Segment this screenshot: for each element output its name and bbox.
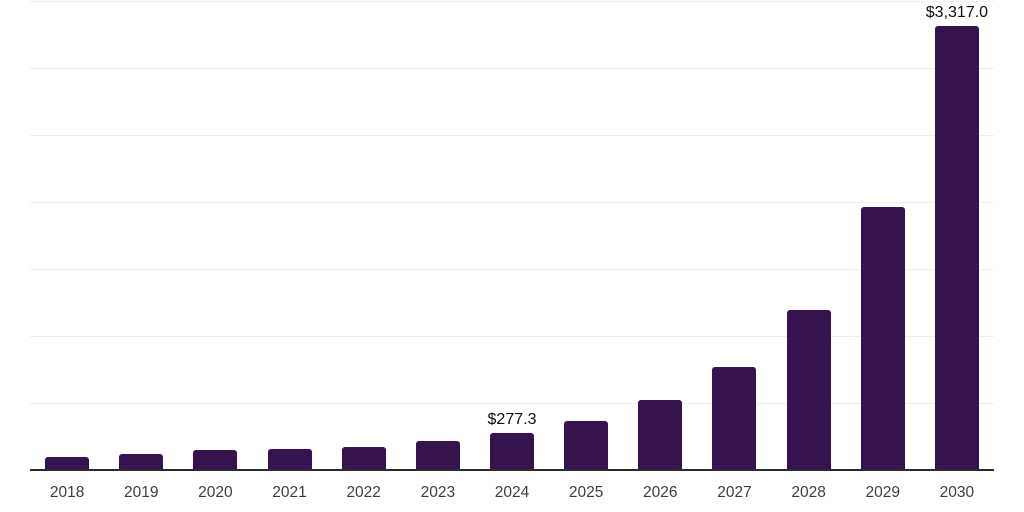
bar-2027 (712, 367, 757, 470)
bar-2028 (786, 310, 831, 470)
bar-2021 (267, 449, 312, 470)
x-tick-2025: 2025 (568, 484, 604, 501)
x-axis-line (30, 469, 994, 471)
gridline-1500 (30, 269, 994, 271)
gridline-1000 (30, 336, 994, 338)
gridline-2500 (30, 135, 994, 137)
x-tick-2019: 2019 (123, 484, 159, 501)
gridline-3500 (30, 1, 994, 3)
data-label-2024: $277.3 (487, 410, 537, 428)
bar-2030 (934, 25, 979, 470)
x-tick-2028: 2028 (791, 484, 826, 501)
bar-2023 (415, 441, 460, 470)
x-tick-2018: 2018 (49, 484, 85, 501)
bar-2024 (490, 432, 534, 470)
x-tick-2026: 2026 (643, 484, 678, 501)
bar-2022 (341, 446, 386, 470)
gridline-500 (30, 403, 994, 405)
x-tick-2027: 2027 (717, 484, 752, 501)
x-tick-2030: 2030 (939, 484, 975, 501)
x-tick-2022: 2022 (346, 484, 381, 501)
data-label-2030: $3,317.0 (925, 3, 989, 21)
x-tick-2024: 2024 (494, 484, 530, 501)
bar-2029 (860, 207, 905, 470)
x-tick-2023: 2023 (420, 484, 456, 501)
x-tick-2029: 2029 (865, 484, 900, 501)
gridline-3000 (30, 68, 994, 70)
bar-2020 (193, 450, 238, 470)
bar-2025 (564, 420, 609, 470)
x-tick-2021: 2021 (272, 484, 307, 501)
bar-2019 (119, 453, 164, 470)
x-tick-2020: 2020 (198, 484, 233, 501)
bar-2026 (638, 399, 683, 470)
gridline-2000 (30, 202, 994, 204)
bar-2018 (45, 457, 90, 470)
